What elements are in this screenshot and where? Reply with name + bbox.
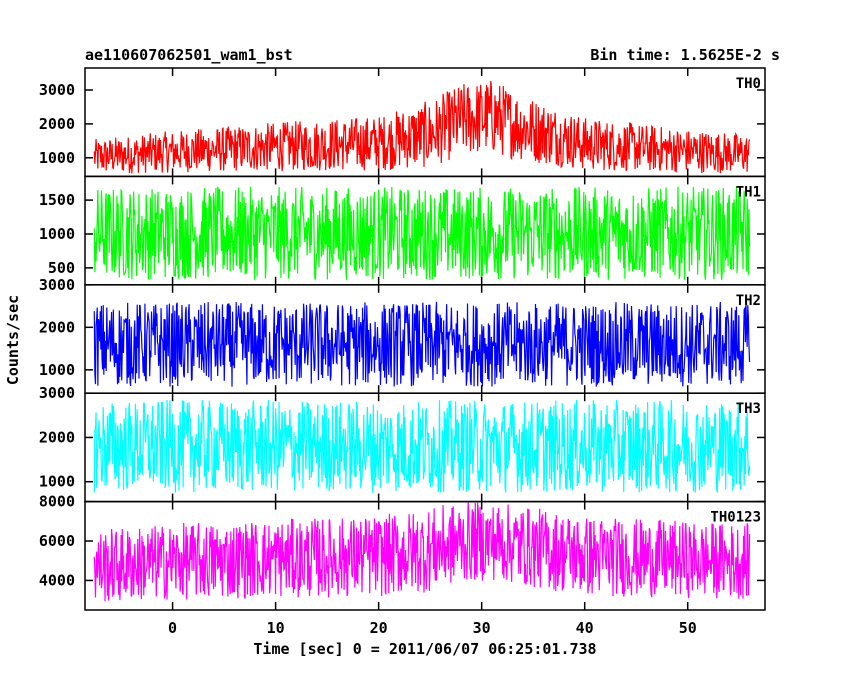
panel-th0: 1000 2000 3000 TH0 (39, 67, 766, 178)
panel-th0123: 4000 6000 8000 TH0123 (39, 493, 766, 611)
y-tick-label: 3000 (39, 276, 75, 294)
object-title: ae110607062501_wam1_bst (85, 46, 293, 64)
y-tick-label: 3000 (39, 81, 75, 99)
panel-label: TH0123 (710, 510, 761, 526)
series-th0123 (93, 501, 751, 602)
series-th1 (93, 186, 751, 281)
series-th3 (93, 399, 751, 493)
y-tick-label: 3000 (39, 384, 75, 402)
panel-th1: 500 1000 1500 TH1 (39, 175, 766, 286)
y-tick-label: 4000 (39, 571, 75, 589)
y-tick-label: 2000 (39, 318, 75, 336)
x-axis-label: Time [sec] 0 = 2011/06/07 06:25:01.738 (253, 640, 596, 658)
y-tick-label: 2000 (39, 428, 75, 446)
panel-frame (84, 500, 766, 611)
panel-label: TH1 (736, 184, 761, 200)
y-tick-label: 1000 (39, 361, 75, 379)
panel-th3: 1000 2000 3000 TH3 (39, 384, 766, 503)
series-th2 (93, 301, 751, 387)
y-axis-label: Counts/sec (4, 295, 22, 385)
x-tick-label: 40 (576, 619, 594, 637)
panel-label: TH2 (736, 293, 761, 309)
y-tick-label: 1000 (39, 225, 75, 243)
x-tick-label: 30 (473, 619, 491, 637)
panel-label: TH3 (736, 401, 761, 417)
y-tick-label: 1000 (39, 473, 75, 491)
x-tick-label: 0 (168, 619, 177, 637)
y-tick-label: 1500 (39, 191, 75, 209)
series-th0 (93, 80, 751, 174)
y-tick-label: 1000 (39, 149, 75, 167)
x-tick-label: 20 (370, 619, 388, 637)
bin-time-label: Bin time: 1.5625E-2 s (590, 46, 780, 64)
y-tick-label: 2000 (39, 115, 75, 133)
panel-label: TH0 (736, 76, 761, 92)
panel-th2: 1000 2000 3000 TH2 (39, 276, 766, 394)
y-tick-label: 6000 (39, 532, 75, 550)
y-tick-label: 8000 (39, 493, 75, 511)
x-tick-label: 50 (679, 619, 697, 637)
x-tick-label: 10 (267, 619, 285, 637)
y-tick-label: 500 (48, 259, 75, 277)
